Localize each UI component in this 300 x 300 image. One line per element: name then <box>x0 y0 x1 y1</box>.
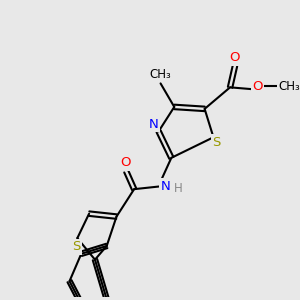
Text: CH₃: CH₃ <box>278 80 300 93</box>
Text: CH₃: CH₃ <box>150 68 171 81</box>
Text: H: H <box>174 182 183 195</box>
Text: O: O <box>120 156 130 169</box>
Text: N: N <box>149 118 159 131</box>
Text: S: S <box>212 136 220 149</box>
Text: O: O <box>252 80 263 93</box>
Text: O: O <box>230 52 240 64</box>
Text: N: N <box>160 180 170 193</box>
Text: S: S <box>72 240 81 254</box>
